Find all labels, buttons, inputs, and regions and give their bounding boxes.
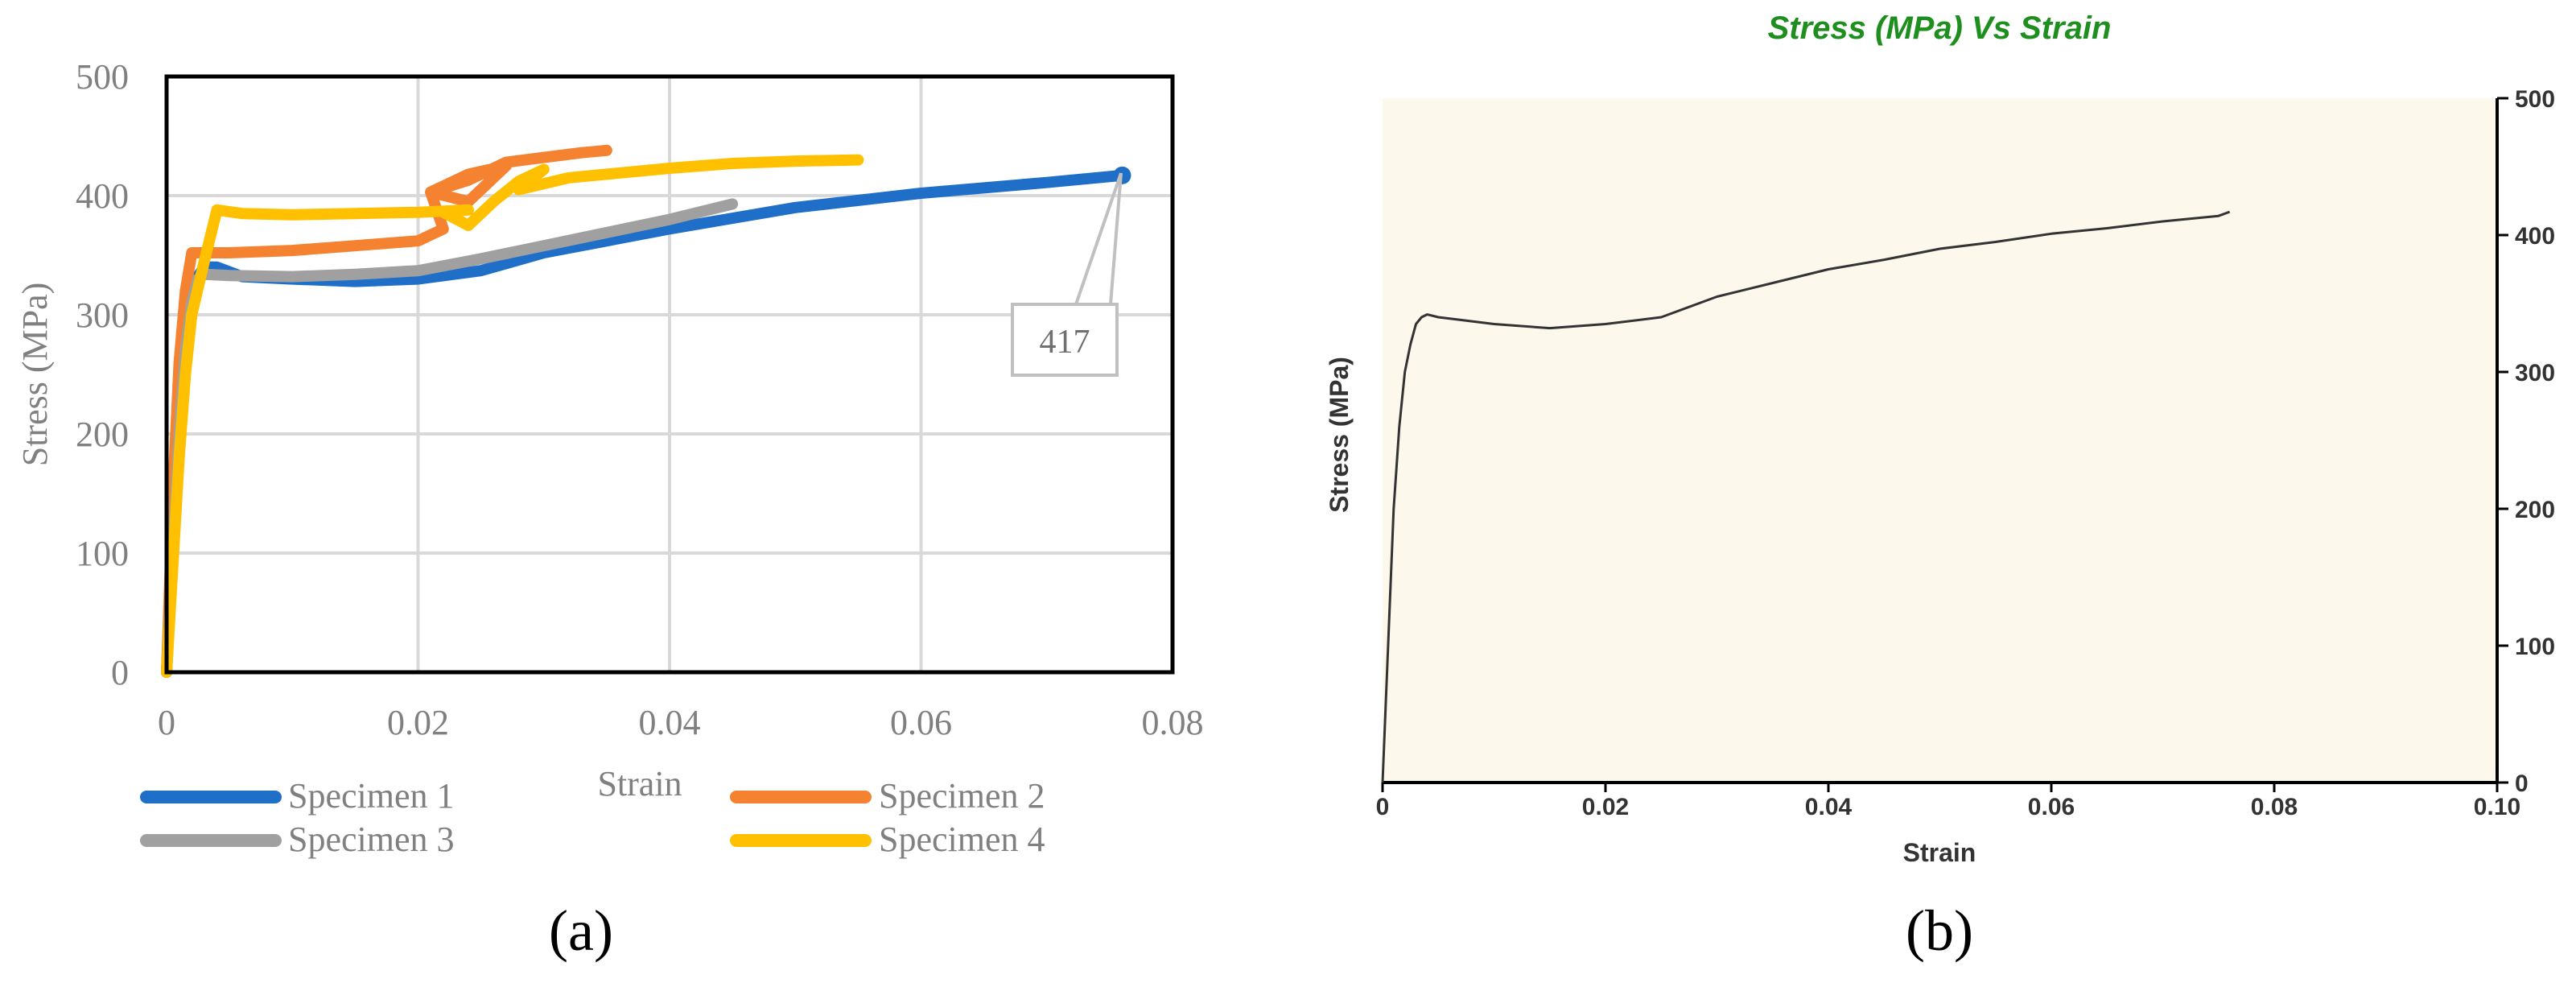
- chart-a-y-tick-label: 300: [76, 295, 129, 335]
- chart-a-series-line-specimen-4: [161, 154, 864, 678]
- chart-a-series-group: [161, 144, 1131, 678]
- chart-a-y-tick-label: 200: [76, 415, 129, 454]
- chart-b-plot-background: [1383, 98, 2497, 783]
- chart-a-annotation-leader-2: [1109, 172, 1123, 305]
- chart-a-series-line-specimen-2: [161, 144, 612, 678]
- chart-b-x-axis-label: Strain: [1903, 838, 1976, 867]
- chart-b-series-group: [1381, 210, 2231, 783]
- chart-b-y-tick-label: 200: [2515, 497, 2555, 523]
- chart-b-y-tick-label: 0: [2515, 770, 2529, 797]
- chart-a-x-tick-label: 0.06: [890, 703, 952, 742]
- legend-label-specimen-4: Specimen 4: [879, 820, 1045, 859]
- chart-a-annotation-box: [1011, 303, 1119, 377]
- chart-b-y-axis-label: Stress (MPa): [1325, 357, 1354, 513]
- chart-b-x-tick-label: 0.04: [1805, 794, 1853, 820]
- chart-a-x-tick-label: 0.04: [639, 703, 701, 742]
- chart-a-y-tick-label: 0: [111, 653, 129, 692]
- chart-b-title: Stress (MPa) Vs Strain: [1768, 10, 2112, 46]
- chart-b-series-line: [1381, 210, 2231, 783]
- chart-a-y-tick-label: 400: [76, 176, 129, 216]
- chart-a-x-axis-label: Strain: [597, 764, 682, 803]
- chart-b-x-tick-label: 0.06: [2028, 794, 2075, 820]
- chart-b-y-tick-label: 400: [2515, 223, 2555, 250]
- chart-a-x-tick-label: 0: [158, 703, 175, 742]
- chart-b-y-tick-label: 300: [2515, 360, 2555, 386]
- chart-a-gridlines: [167, 76, 1173, 672]
- chart-b-x-tick-labels: 0 0.02 0.04 0.06 0.08 0.10: [1376, 783, 2520, 820]
- chart-b-y-tick-label: 100: [2515, 634, 2555, 660]
- chart-a-y-tick-label: 100: [76, 534, 129, 573]
- chart-a-y-tick-label: 500: [76, 57, 129, 97]
- chart-a: 0 0.02 0.04 0.06 0.08 0 100 200 300 400 500 Stres…: [15, 57, 1204, 963]
- chart-b: Stress (MPa) Vs Strain 0 0.02 0.04 0.06 0.08…: [1325, 10, 2555, 963]
- chart-b-y-tick-label: 500: [2515, 86, 2555, 113]
- chart-a-x-tick-labels: 0 0.02 0.04 0.06 0.08: [158, 703, 1204, 742]
- panel-b-label: (b): [1906, 898, 1973, 963]
- chart-a-legend: Specimen 1 Specimen 3 Specimen 2 Specime…: [140, 776, 1045, 859]
- legend-label-specimen-3: Specimen 3: [288, 820, 455, 859]
- chart-a-plot-frame: [164, 74, 1175, 675]
- chart-b-y-tick-labels: 0 100 200 300 400 500: [2497, 86, 2555, 797]
- chart-b-x-tick-label: 0: [1376, 794, 1390, 820]
- chart-a-y-axis-label: Stress (MPa): [15, 283, 55, 467]
- chart-a-y-tick-labels: 0 100 200 300 400 500: [76, 57, 129, 692]
- chart-b-x-tick-label: 0.10: [2474, 794, 2520, 820]
- chart-a-annotation-leader-1: [1074, 172, 1123, 305]
- panel-a-label: (a): [549, 898, 613, 963]
- chart-a-x-tick-label: 0.02: [387, 703, 449, 742]
- chart-a-x-tick-label: 0.08: [1142, 703, 1204, 742]
- legend-label-specimen-1: Specimen 1: [288, 776, 455, 816]
- chart-a-annotation-label: 417: [1040, 324, 1090, 361]
- chart-b-x-tick-label: 0.08: [2251, 794, 2298, 820]
- chart-b-x-tick-label: 0.02: [1582, 794, 1629, 820]
- legend-label-specimen-2: Specimen 2: [879, 776, 1045, 816]
